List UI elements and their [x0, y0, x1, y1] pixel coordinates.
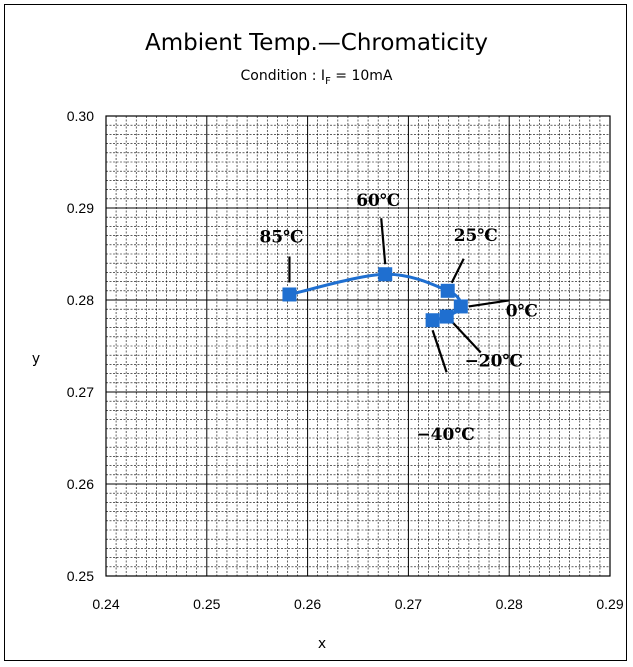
chart-title: Ambient Temp.—Chromaticity	[144, 30, 489, 56]
data-point	[439, 309, 454, 324]
leader-line	[468, 299, 509, 308]
data-markers	[282, 267, 468, 328]
point-label: 85℃	[259, 227, 303, 247]
x-tick-label: 0.28	[496, 596, 523, 612]
data-point	[453, 299, 468, 314]
y-tick-label: 0.26	[67, 476, 94, 492]
leader-line	[380, 218, 387, 265]
y-tick-label: 0.29	[67, 200, 94, 216]
x-tick-label: 0.26	[294, 596, 321, 612]
grid	[106, 116, 610, 576]
y-tick-label: 0.25	[67, 568, 94, 584]
leader-line	[451, 321, 482, 354]
subtitle-subscript: F	[325, 75, 331, 87]
data-point	[440, 283, 455, 298]
tick-labels: 0.24 0.25 0.26 0.27 0.28 0.29 0.25 0.26 0.27 0.28…	[67, 108, 624, 612]
y-tick-label: 0.27	[67, 384, 94, 400]
x-tick-label: 0.27	[395, 596, 422, 612]
subtitle-prefix: Condition : I	[240, 68, 326, 84]
data-point	[425, 313, 440, 328]
point-label: −40℃	[416, 425, 474, 445]
point-labels: 85℃ 60℃ 25℃ 0℃ −20℃ −40℃	[259, 191, 537, 445]
leader-line	[431, 329, 448, 373]
leader-lines	[288, 218, 509, 373]
y-tick-label: 0.30	[67, 108, 94, 124]
y-axis-label: y	[32, 351, 40, 367]
y-tick-label: 0.28	[67, 292, 94, 308]
plot-area-border	[105, 115, 611, 577]
x-tick-label: 0.25	[193, 596, 220, 612]
data-point	[282, 287, 297, 302]
point-label: 0℃	[506, 301, 538, 321]
leader-line	[450, 258, 465, 284]
point-label: 60℃	[356, 191, 400, 211]
point-label: 25℃	[454, 226, 498, 246]
subtitle-suffix: = 10mA	[330, 68, 393, 84]
data-point	[378, 267, 393, 282]
x-axis-label: x	[318, 636, 326, 652]
chart-subtitle: Condition : IF = 10mA	[0, 68, 633, 87]
chart-frame	[4, 4, 627, 661]
point-label: −20℃	[465, 352, 523, 372]
x-tick-label: 0.24	[92, 596, 119, 612]
x-tick-label: 0.29	[596, 596, 623, 612]
